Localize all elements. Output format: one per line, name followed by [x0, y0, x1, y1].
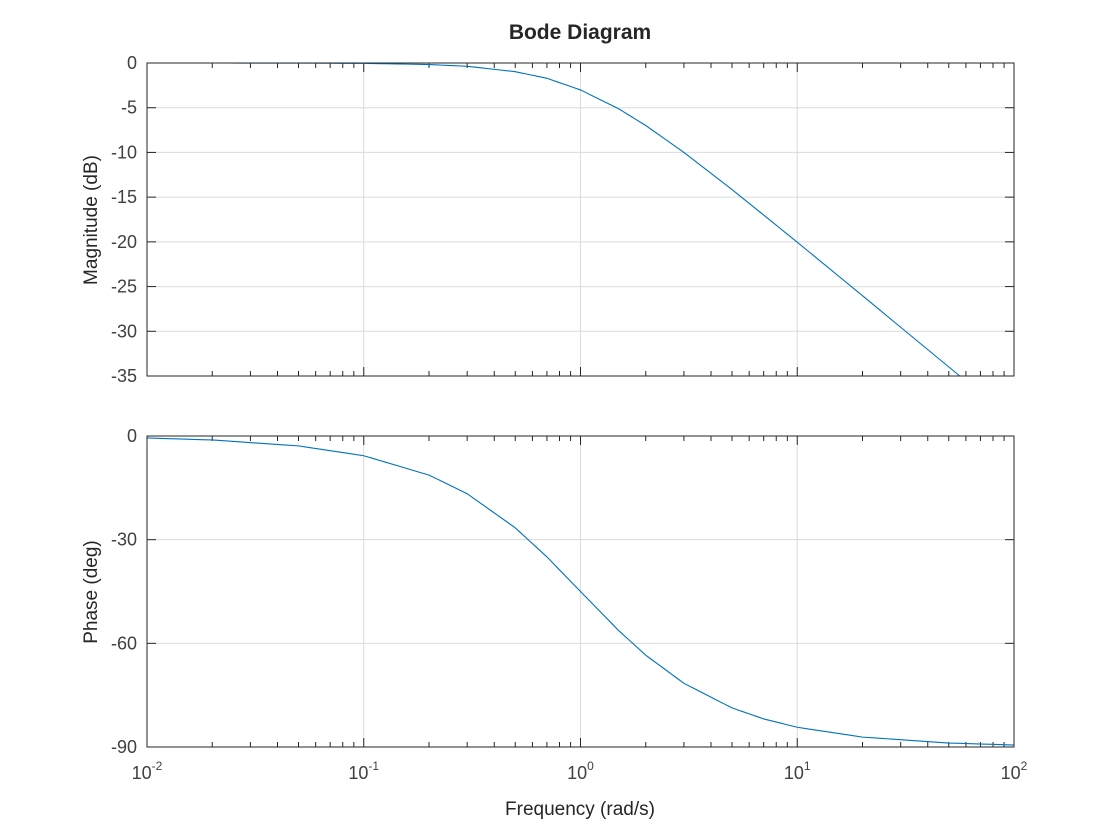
- phase-y-tick-label: -90: [111, 737, 137, 757]
- phase-series-line: [146, 437, 1015, 746]
- magnitude-y-tick-label: 0: [127, 53, 137, 73]
- magnitude-y-tick-label: -30: [111, 321, 137, 341]
- magnitude-y-tick-label: -35: [111, 366, 137, 386]
- chart-title: Bode Diagram: [509, 21, 651, 44]
- magnitude-y-tick-label: -5: [121, 98, 137, 118]
- frequency-axis-label: Frequency (rad/s): [505, 799, 655, 820]
- phase-y-tick-label: -60: [111, 633, 137, 653]
- phase-y-tick-label: 0: [127, 426, 137, 446]
- magnitude-axes-border: [146, 62, 1015, 377]
- magnitude-y-tick-label: -20: [111, 232, 137, 252]
- magnitude-axis-label: Magnitude (dB): [81, 155, 102, 285]
- magnitude-panel: 0 -5 -10 -15 -20 -25 -30 -35: [111, 53, 1015, 386]
- magnitude-y-tick-label: -10: [111, 142, 137, 162]
- phase-panel: 0 -30 -60 -90: [111, 426, 1015, 757]
- x-tick-label: 10-1: [348, 759, 379, 783]
- magnitude-y-tick-label: -25: [111, 277, 137, 297]
- magnitude-y-tick-label: -15: [111, 187, 137, 207]
- phase-y-tick-label: -30: [111, 530, 137, 550]
- x-tick-label: 102: [1001, 759, 1028, 783]
- x-tick-label: 10-2: [132, 759, 163, 783]
- phase-axes-border: [146, 435, 1015, 748]
- phase-axis-label: Phase (deg): [81, 540, 102, 644]
- x-tick-label: 100: [567, 759, 594, 783]
- x-tick-label: 101: [784, 759, 811, 783]
- x-tick-labels: 10-2 10-1 100 101 102: [132, 759, 1028, 783]
